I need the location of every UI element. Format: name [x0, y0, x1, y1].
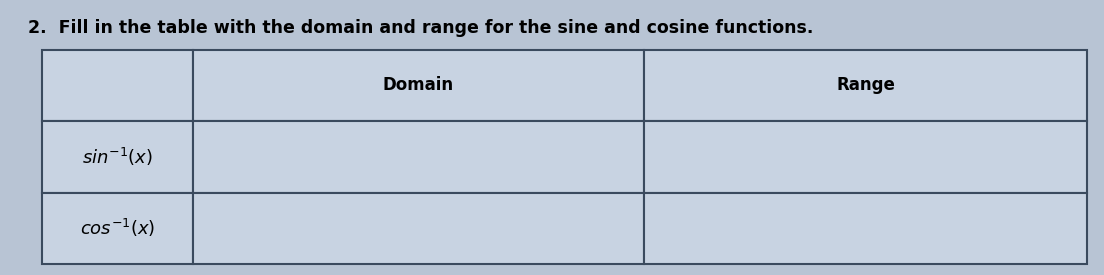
Bar: [42, 50, 193, 121]
Bar: [193, 192, 644, 264]
Bar: [42, 121, 193, 192]
Bar: [644, 121, 1087, 192]
Bar: [42, 192, 193, 264]
Text: Domain: Domain: [383, 76, 454, 94]
Text: Range: Range: [836, 76, 895, 94]
Bar: [644, 192, 1087, 264]
Bar: [644, 50, 1087, 121]
Text: $\mathit{cos}^{-1}(x)$: $\mathit{cos}^{-1}(x)$: [79, 217, 156, 239]
Bar: [193, 50, 644, 121]
Text: 2.  Fill in the table with the domain and range for the sine and cosine function: 2. Fill in the table with the domain and…: [28, 19, 813, 37]
Bar: [193, 121, 644, 192]
Text: $\mathit{sin}^{-1}(x)$: $\mathit{sin}^{-1}(x)$: [82, 146, 153, 168]
